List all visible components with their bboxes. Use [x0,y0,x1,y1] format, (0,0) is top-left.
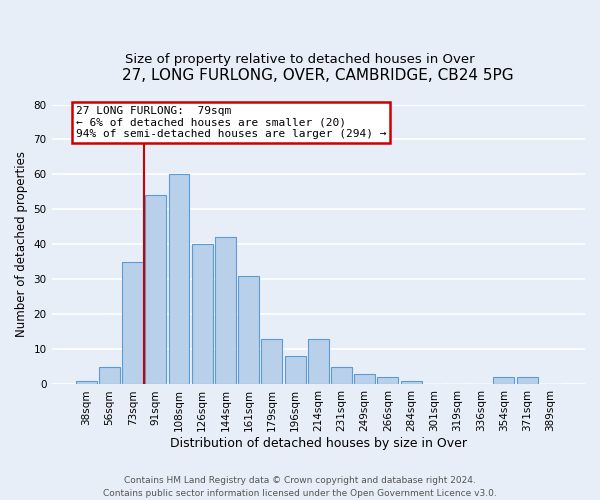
Title: 27, LONG FURLONG, OVER, CAMBRIDGE, CB24 5PG: 27, LONG FURLONG, OVER, CAMBRIDGE, CB24 … [122,68,514,82]
Text: Contains HM Land Registry data © Crown copyright and database right 2024.
Contai: Contains HM Land Registry data © Crown c… [103,476,497,498]
Bar [169,174,190,384]
Bar [517,378,538,384]
Bar [284,356,305,384]
Bar [238,276,259,384]
Bar [76,381,97,384]
Bar [401,381,422,384]
X-axis label: Distribution of detached houses by size in Over: Distribution of detached houses by size … [170,437,467,450]
Text: 27 LONG FURLONG:  79sqm
← 6% of detached houses are smaller (20)
94% of semi-det: 27 LONG FURLONG: 79sqm ← 6% of detached … [76,106,386,140]
Bar [493,378,514,384]
Bar [145,196,166,384]
Bar [331,367,352,384]
Text: Size of property relative to detached houses in Over: Size of property relative to detached ho… [125,52,475,66]
Y-axis label: Number of detached properties: Number of detached properties [15,152,28,338]
Bar [122,262,143,384]
Bar [377,378,398,384]
Bar [215,238,236,384]
Bar [308,339,329,384]
Bar [354,374,375,384]
Bar [192,244,212,384]
Bar [99,367,120,384]
Bar [262,339,283,384]
